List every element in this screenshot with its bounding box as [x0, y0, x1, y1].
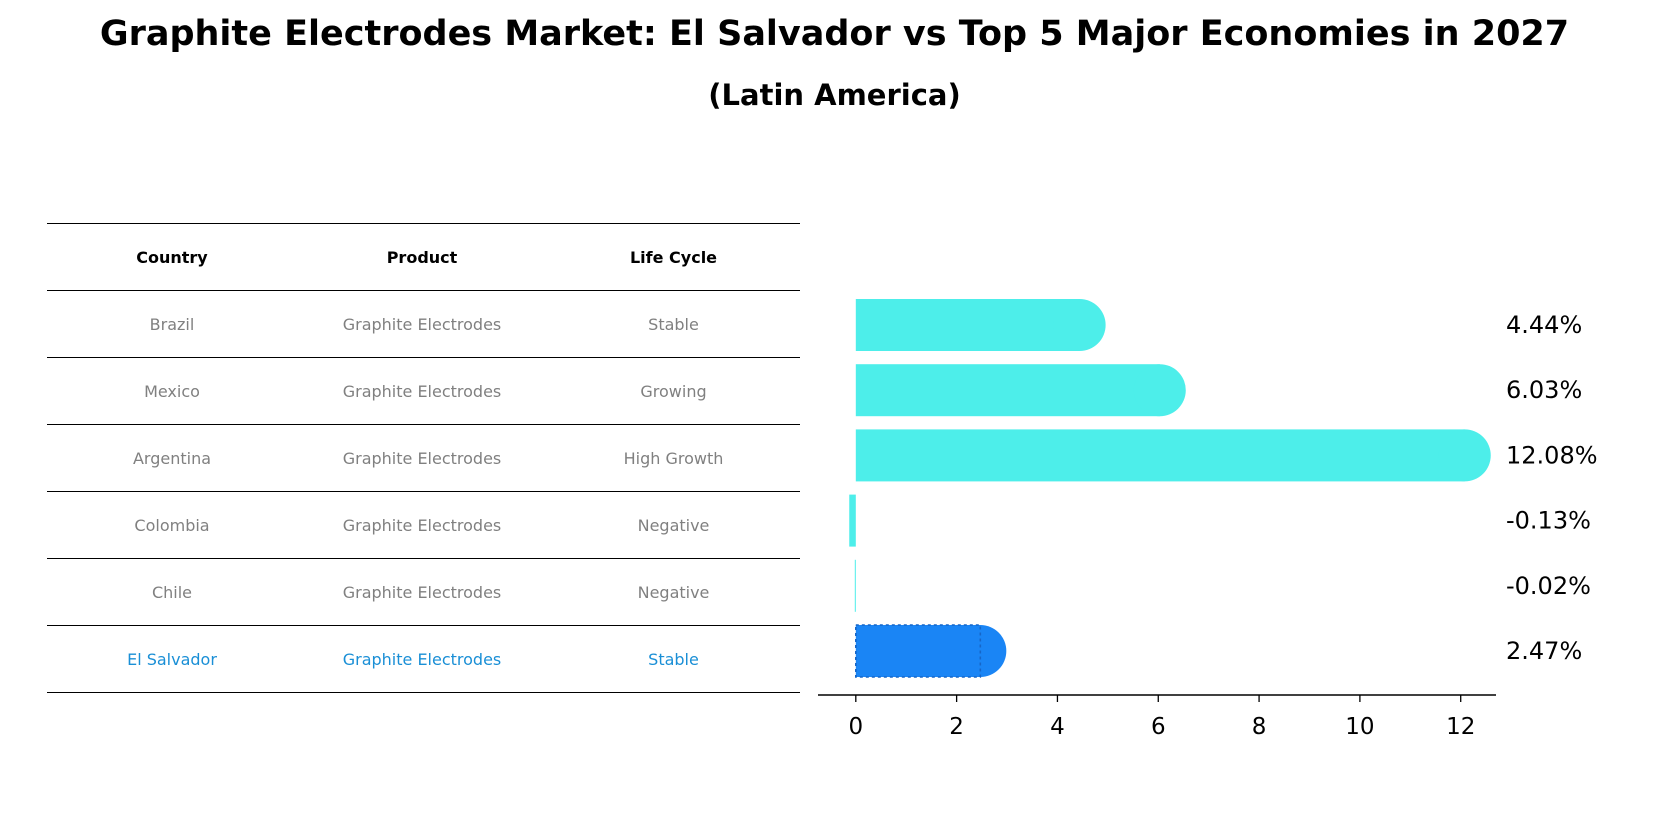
- cell-product: Graphite Electrodes: [297, 625, 547, 693]
- bar-brazil: [855, 299, 1080, 351]
- bar-colombia: [849, 494, 856, 547]
- x-tick-label: 4: [1050, 714, 1065, 740]
- x-tick-label: 0: [848, 714, 863, 740]
- table-row: Brazil Graphite Electrodes Stable: [47, 290, 800, 358]
- cell-country: Chile: [47, 558, 297, 626]
- cell-country: Brazil: [47, 290, 297, 358]
- value-label-mexico: 6.03%: [1506, 376, 1582, 404]
- value-label-brazil: 4.44%: [1506, 311, 1582, 339]
- table-row: Mexico Graphite Electrodes Growing: [47, 357, 800, 425]
- chart-title: Graphite Electrodes Market: El Salvador …: [99, 14, 1570, 54]
- cell-life-cycle: Negative: [547, 491, 800, 559]
- table-header-row: Country Product Life Cycle: [47, 223, 800, 291]
- cell-product: Graphite Electrodes: [297, 424, 547, 492]
- cell-country: Argentina: [47, 424, 297, 492]
- bar-mexico: [855, 364, 1160, 417]
- value-label-el-salvador: 2.47%: [1506, 637, 1582, 665]
- bar-cap-brazil: [1053, 299, 1106, 351]
- cell-life-cycle: Growing: [547, 357, 800, 425]
- table-row: Argentina Graphite Electrodes High Growt…: [47, 424, 800, 492]
- table-row: Chile Graphite Electrodes Negative: [47, 558, 800, 626]
- life-cycle-table: Country Product Life Cycle Brazil Graphi…: [47, 223, 800, 693]
- table-row: Colombia Graphite Electrodes Negative: [47, 491, 800, 559]
- cell-product: Graphite Electrodes: [297, 491, 547, 559]
- cell-life-cycle: Stable: [547, 290, 800, 358]
- bar-argentina: [855, 429, 1465, 482]
- header-country: Country: [47, 223, 297, 291]
- x-tick-label: 8: [1252, 714, 1267, 740]
- x-tick-label: 12: [1446, 714, 1475, 740]
- header-product: Product: [297, 223, 547, 291]
- cell-life-cycle: High Growth: [547, 424, 800, 492]
- cell-product: Graphite Electrodes: [297, 290, 547, 358]
- bar-cap-argentina: [1438, 429, 1491, 482]
- bar-cap-mexico: [1133, 364, 1186, 417]
- cell-life-cycle: Stable: [547, 625, 800, 693]
- x-tick-label: 10: [1345, 714, 1374, 740]
- cell-country: El Salvador: [47, 625, 297, 693]
- life-cycle-table-container: Country Product Life Cycle Brazil Graphi…: [47, 223, 800, 693]
- cell-product: Graphite Electrodes: [297, 357, 547, 425]
- header-life-cycle: Life Cycle: [547, 223, 800, 291]
- cell-life-cycle: Negative: [547, 558, 800, 626]
- bar-outline-el-salvador: [855, 624, 982, 678]
- x-tick-label: 2: [949, 714, 964, 740]
- value-label-argentina: 12.08%: [1506, 441, 1598, 469]
- value-label-colombia: -0.13%: [1506, 507, 1591, 535]
- chart-subtitle: (Latin America): [708, 78, 961, 112]
- bar-chile: [854, 559, 856, 612]
- table-row-highlight: El Salvador Graphite Electrodes Stable: [47, 625, 800, 693]
- value-label-chile: -0.02%: [1506, 572, 1591, 600]
- cell-country: Mexico: [47, 357, 297, 425]
- cell-country: Colombia: [47, 491, 297, 559]
- x-tick-label: 6: [1151, 714, 1166, 740]
